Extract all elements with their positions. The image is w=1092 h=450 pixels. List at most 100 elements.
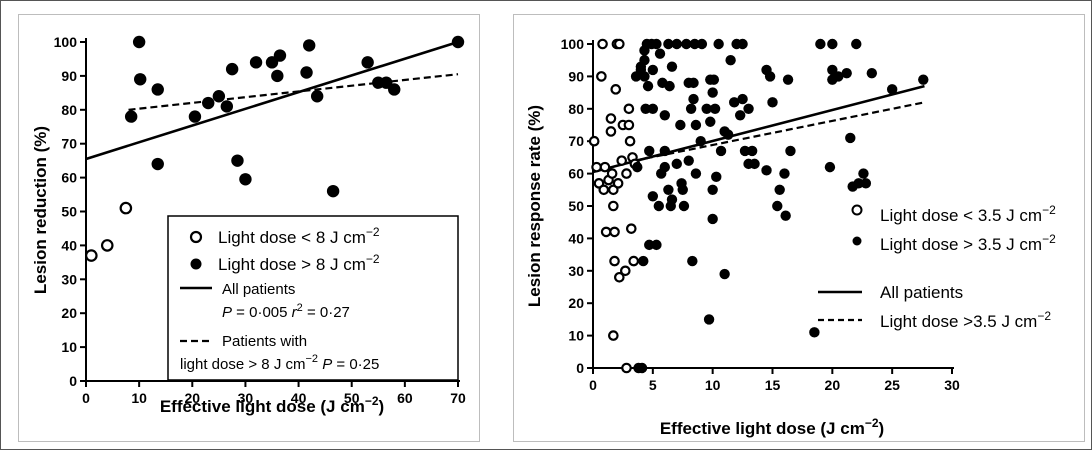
open-data-point xyxy=(608,200,619,212)
filled-data-point xyxy=(827,38,838,50)
dashed-regression-line xyxy=(634,101,925,162)
open-data-point xyxy=(599,161,611,173)
x-tick-label: 10 xyxy=(131,390,147,406)
filled-data-point xyxy=(300,66,313,79)
open-data-point xyxy=(605,126,617,137)
y-tick-label: 70 xyxy=(61,136,77,152)
legend-dashed-pval: = 0·25 xyxy=(332,356,379,373)
legend-open-marker xyxy=(189,230,203,244)
legend-open-label: Light dose < 3.5 J cm−2 xyxy=(880,203,1056,225)
x-tick-label: 20 xyxy=(184,390,200,406)
open-data-point xyxy=(624,135,636,147)
open-data-point xyxy=(596,71,607,82)
filled-data-point xyxy=(739,145,751,157)
filled-data-point xyxy=(663,184,674,195)
y-tick-label: 80 xyxy=(568,101,584,117)
x-tick-label: 40 xyxy=(291,390,307,406)
x-axis-label-end: ) xyxy=(379,397,385,416)
filled-data-point xyxy=(737,38,748,50)
y-tick-label: 0 xyxy=(576,360,584,376)
open-data-point xyxy=(588,135,600,147)
legend-dashed-label-2: light dose > 8 J cm−2 P = 0·25 xyxy=(180,353,379,373)
filled-data-point xyxy=(761,165,772,176)
filled-data-point xyxy=(743,103,754,115)
filled-data-point xyxy=(647,191,659,202)
y-tick-label: 100 xyxy=(561,36,585,52)
filled-data-point xyxy=(779,168,790,179)
x-axis-label-text: Effective light dose (J cm xyxy=(160,397,365,416)
filled-data-point xyxy=(678,200,690,212)
filled-data-point xyxy=(688,93,699,105)
filled-data-point xyxy=(273,49,287,62)
legend-all-label: All patients xyxy=(880,283,963,302)
y-tick-label: 50 xyxy=(568,198,584,214)
filled-data-point xyxy=(151,157,164,171)
x-tick-label: 15 xyxy=(765,377,781,393)
filled-data-point xyxy=(231,154,244,167)
x-axis-label: Effective light dose (J cm−2) xyxy=(160,394,384,416)
filled-data-point xyxy=(782,74,794,85)
legend-filled-marker xyxy=(852,236,862,246)
filled-data-point xyxy=(767,97,778,108)
filled-data-point xyxy=(705,116,716,127)
legend-dashed-p: P xyxy=(322,356,332,373)
filled-data-point xyxy=(711,171,722,183)
filled-data-point xyxy=(707,213,718,225)
open-data-point xyxy=(606,168,618,179)
open-data-point xyxy=(85,249,98,262)
filled-data-point xyxy=(860,178,872,189)
filled-data-point xyxy=(858,168,869,179)
filled-data-point xyxy=(734,110,746,121)
filled-data-point xyxy=(785,145,796,157)
legend-filled-sup: −2 xyxy=(1042,232,1056,246)
filled-data-point xyxy=(886,84,898,95)
filled-data-point xyxy=(809,327,820,338)
filled-data-point xyxy=(188,110,202,123)
y-tick-label: 10 xyxy=(61,339,77,355)
y-tick-label: 50 xyxy=(61,204,77,220)
legend-open-marker xyxy=(851,204,863,216)
filled-data-point xyxy=(764,71,776,82)
y-tick-label: 60 xyxy=(568,166,584,182)
filled-data-point xyxy=(703,314,715,325)
open-data-point xyxy=(605,113,617,124)
filled-data-point xyxy=(675,119,686,131)
filled-data-point xyxy=(671,158,682,170)
x-tick-label: 60 xyxy=(397,390,413,406)
filled-data-point xyxy=(310,90,324,103)
open-data-point xyxy=(600,226,612,238)
legend-stat-r: r xyxy=(292,304,298,321)
filled-data-point xyxy=(642,80,654,92)
filled-data-point xyxy=(772,200,783,212)
filled-data-point xyxy=(666,194,678,205)
filled-data-point xyxy=(845,132,856,144)
filled-data-point xyxy=(220,100,234,113)
filled-data-point xyxy=(683,155,694,166)
filled-data-point xyxy=(638,255,649,267)
filled-data-point xyxy=(695,136,706,147)
open-data-point xyxy=(621,362,632,374)
y-axis-label: Lesion reduction (%) xyxy=(31,126,50,294)
legend-filled-label: Light dose > 3.5 J cm−2 xyxy=(880,232,1056,254)
filled-data-point xyxy=(361,56,374,69)
dashed-regression-line xyxy=(128,73,459,111)
filled-data-point xyxy=(690,168,702,179)
x-tick-label: 10 xyxy=(705,377,721,393)
y-tick-label: 30 xyxy=(61,271,77,287)
filled-data-point xyxy=(677,184,688,195)
legend-open-label: Light dose < 8 J cm−2 xyxy=(218,225,380,247)
filled-data-point xyxy=(644,145,655,157)
y-tick-label: 10 xyxy=(568,328,584,344)
legend-dashed-label: Light dose >3.5 J cm−2 xyxy=(880,309,1051,331)
legend-filled-label: Light dose > 8 J cm−2 xyxy=(218,252,380,274)
y-tick-label: 40 xyxy=(61,237,77,253)
filled-data-point xyxy=(685,103,697,115)
open-data-point xyxy=(119,201,133,215)
filled-data-point xyxy=(647,103,659,115)
legend-open-text: Light dose < 8 J cm xyxy=(218,228,366,247)
legend-stat-pval: = 0·005 xyxy=(232,304,292,321)
filled-data-point xyxy=(687,255,698,267)
open-data-point xyxy=(609,226,620,238)
filled-data-point xyxy=(659,161,670,173)
filled-data-point xyxy=(639,71,650,82)
